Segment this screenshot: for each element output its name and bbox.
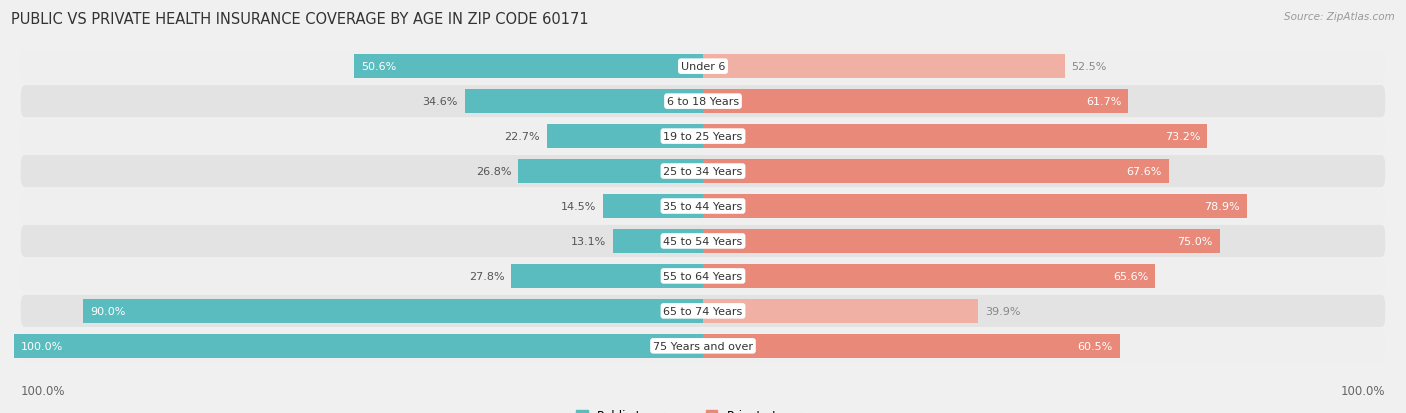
Text: 6 to 18 Years: 6 to 18 Years bbox=[666, 97, 740, 107]
Bar bbox=[703, 90, 1128, 114]
Text: 90.0%: 90.0% bbox=[90, 306, 125, 316]
Text: 75.0%: 75.0% bbox=[1177, 236, 1213, 247]
Bar bbox=[703, 55, 1064, 79]
Text: 100.0%: 100.0% bbox=[21, 385, 66, 397]
Text: 65 to 74 Years: 65 to 74 Years bbox=[664, 306, 742, 316]
Text: Source: ZipAtlas.com: Source: ZipAtlas.com bbox=[1284, 12, 1395, 22]
FancyBboxPatch shape bbox=[21, 156, 1385, 188]
Text: Under 6: Under 6 bbox=[681, 62, 725, 72]
Bar bbox=[703, 264, 1154, 288]
Bar bbox=[464, 90, 703, 114]
FancyBboxPatch shape bbox=[21, 86, 1385, 118]
Bar bbox=[613, 229, 703, 254]
Text: 27.8%: 27.8% bbox=[470, 271, 505, 281]
Text: 45 to 54 Years: 45 to 54 Years bbox=[664, 236, 742, 247]
Bar bbox=[547, 125, 703, 149]
Text: 26.8%: 26.8% bbox=[477, 166, 512, 177]
Text: 14.5%: 14.5% bbox=[561, 202, 596, 211]
Bar bbox=[519, 159, 703, 184]
Bar bbox=[703, 334, 1119, 358]
Text: 75 Years and over: 75 Years and over bbox=[652, 341, 754, 351]
Text: 78.9%: 78.9% bbox=[1204, 202, 1240, 211]
Text: 35 to 44 Years: 35 to 44 Years bbox=[664, 202, 742, 211]
FancyBboxPatch shape bbox=[21, 225, 1385, 257]
Text: 61.7%: 61.7% bbox=[1085, 97, 1121, 107]
Text: 100.0%: 100.0% bbox=[1340, 385, 1385, 397]
Text: 65.6%: 65.6% bbox=[1112, 271, 1149, 281]
Text: 25 to 34 Years: 25 to 34 Years bbox=[664, 166, 742, 177]
Text: 34.6%: 34.6% bbox=[422, 97, 458, 107]
FancyBboxPatch shape bbox=[21, 295, 1385, 327]
Bar bbox=[603, 194, 703, 219]
Text: 67.6%: 67.6% bbox=[1126, 166, 1161, 177]
Text: 50.6%: 50.6% bbox=[361, 62, 396, 72]
Bar bbox=[703, 194, 1247, 219]
Text: 13.1%: 13.1% bbox=[571, 236, 606, 247]
Legend: Public Insurance, Private Insurance: Public Insurance, Private Insurance bbox=[571, 404, 835, 413]
FancyBboxPatch shape bbox=[21, 190, 1385, 223]
Bar bbox=[83, 299, 703, 323]
Text: 55 to 64 Years: 55 to 64 Years bbox=[664, 271, 742, 281]
Bar bbox=[703, 159, 1168, 184]
Text: 22.7%: 22.7% bbox=[505, 132, 540, 142]
Bar bbox=[703, 125, 1208, 149]
FancyBboxPatch shape bbox=[21, 260, 1385, 292]
Text: 60.5%: 60.5% bbox=[1077, 341, 1114, 351]
Text: 52.5%: 52.5% bbox=[1071, 62, 1107, 72]
Bar bbox=[14, 334, 703, 358]
Bar bbox=[703, 299, 979, 323]
Text: 39.9%: 39.9% bbox=[984, 306, 1021, 316]
FancyBboxPatch shape bbox=[21, 330, 1385, 362]
Text: 73.2%: 73.2% bbox=[1166, 132, 1201, 142]
FancyBboxPatch shape bbox=[21, 51, 1385, 83]
Bar bbox=[703, 229, 1219, 254]
Bar bbox=[512, 264, 703, 288]
Text: PUBLIC VS PRIVATE HEALTH INSURANCE COVERAGE BY AGE IN ZIP CODE 60171: PUBLIC VS PRIVATE HEALTH INSURANCE COVER… bbox=[11, 12, 589, 27]
Text: 100.0%: 100.0% bbox=[21, 341, 63, 351]
FancyBboxPatch shape bbox=[21, 121, 1385, 153]
Text: 19 to 25 Years: 19 to 25 Years bbox=[664, 132, 742, 142]
Bar bbox=[354, 55, 703, 79]
